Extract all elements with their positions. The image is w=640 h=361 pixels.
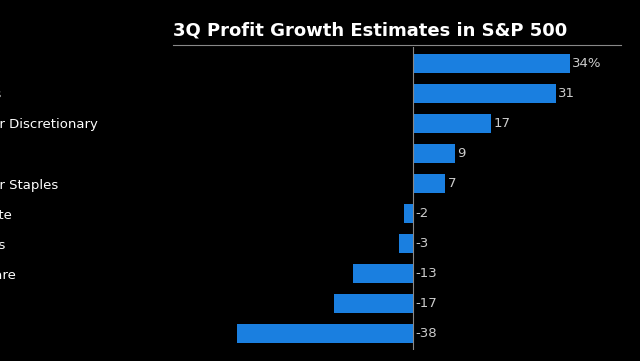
- Text: -38: -38: [415, 327, 437, 340]
- Bar: [413, 174, 445, 193]
- Bar: [413, 84, 556, 103]
- Bar: [353, 264, 413, 283]
- Text: -13: -13: [415, 267, 437, 280]
- Text: 31: 31: [559, 87, 575, 100]
- Text: 34%: 34%: [572, 57, 602, 70]
- Bar: [237, 324, 413, 343]
- Text: -3: -3: [415, 237, 429, 250]
- Text: 17: 17: [494, 117, 511, 130]
- Bar: [413, 144, 454, 163]
- Text: -17: -17: [415, 297, 437, 310]
- Text: 3Q Profit Growth Estimates in S&P 500: 3Q Profit Growth Estimates in S&P 500: [173, 22, 567, 40]
- Bar: [399, 234, 413, 253]
- Bar: [413, 54, 570, 73]
- Text: -2: -2: [415, 207, 429, 220]
- Bar: [404, 204, 413, 223]
- Bar: [335, 294, 413, 313]
- Bar: [413, 114, 492, 133]
- Text: 9: 9: [457, 147, 465, 160]
- Text: 7: 7: [447, 177, 456, 190]
